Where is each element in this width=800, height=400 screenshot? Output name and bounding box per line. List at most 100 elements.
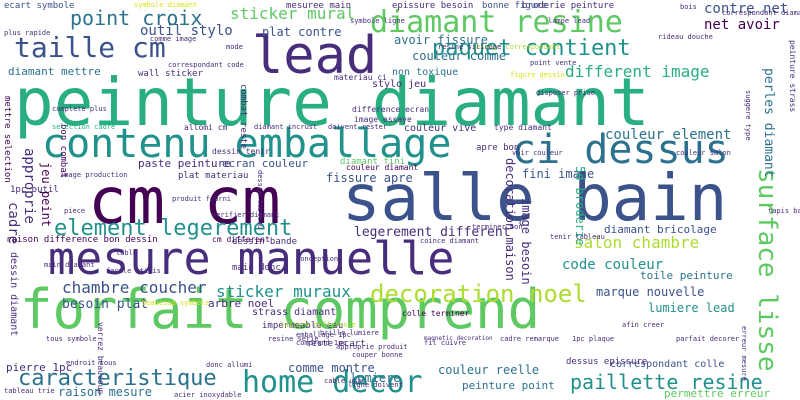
word-table: table bbox=[116, 249, 138, 257]
word-piece: piece bbox=[64, 207, 86, 215]
word-conception: conception bbox=[296, 255, 339, 263]
word-dessus-epissure: dessus epissure bbox=[566, 357, 648, 367]
word-terminer-bon: terminer bon bbox=[472, 223, 523, 231]
word-verifier-diamant: verifier diamant bbox=[212, 211, 280, 219]
word-image-production: image production bbox=[60, 171, 128, 179]
word-1pc-plaque: 1pc plaque bbox=[572, 335, 615, 343]
word-paquet-contient: paquet contient bbox=[432, 36, 631, 61]
word-couleur-vive: couleur vive bbox=[404, 123, 477, 134]
word-couleur-diamant: couleur diamant bbox=[346, 163, 419, 172]
word-beaucoup-symbole: beaucoup symbole bbox=[142, 299, 210, 307]
word-surface-lisse: surface lisse bbox=[752, 168, 782, 372]
word-peinture-point: peinture point bbox=[462, 379, 555, 392]
word-facile-utilis: facile utilis bbox=[106, 267, 161, 275]
word-reste-ecart: reste ecart bbox=[306, 339, 366, 349]
word-comme-image: comme image bbox=[150, 35, 197, 43]
word-diamant-mettre: diamant mettre bbox=[8, 65, 101, 78]
word-diamant-fini: diamant fini bbox=[340, 157, 406, 167]
word-suggere-type: suggere type bbox=[744, 90, 752, 141]
word-acier-inoxydable: acier inoxydable bbox=[174, 391, 242, 399]
word-5d-broderie: 5d broderie bbox=[573, 166, 587, 246]
word-diamant-resine: diamant resine bbox=[370, 5, 623, 40]
word-element-legerement: element legerement bbox=[54, 216, 293, 241]
word-allomi-cm: allomi cm bbox=[184, 123, 228, 132]
word-image-besoin: image besoin bbox=[519, 198, 533, 285]
word-fissure-apre: fissure apre bbox=[326, 171, 413, 185]
word-cadre-remarque: cadre remarque bbox=[500, 335, 560, 343]
word-essaye-correspondant: essaye correspondant bbox=[476, 43, 561, 51]
word-coince-diamant: coince diamant bbox=[420, 237, 480, 245]
word-bonne-figure: bonne figure bbox=[482, 1, 548, 11]
word-dessin-tenir: dessin tenir bbox=[212, 147, 270, 156]
word-type-diamant: type diamant bbox=[494, 123, 552, 132]
word-mettre-selection: mettre selection bbox=[2, 96, 12, 183]
word-complete-plus: complete plus bbox=[52, 105, 107, 113]
word-comprend-1pc: comprend 1pc bbox=[296, 339, 347, 347]
word-chambre-coucher: chambre coucher bbox=[62, 278, 207, 297]
word-apre-bon: apre bon bbox=[476, 143, 520, 153]
word-image-essaye: image essaye bbox=[354, 115, 412, 124]
word-strass-diamant: strass diamant bbox=[252, 307, 337, 318]
word-endroit-tous: endroit tous bbox=[66, 359, 117, 367]
word-peinture-diamant: peinture diamant bbox=[14, 64, 650, 141]
word-mode: mode bbox=[226, 43, 243, 51]
word-epissure-besoin: epissure besoin bbox=[392, 1, 474, 11]
word-arbre-noel: arbre noel bbox=[208, 297, 275, 310]
word-taille-cm: taille cm bbox=[14, 31, 166, 64]
word-doivent-rester: doivent rester bbox=[328, 123, 388, 131]
word-net-avoir: net avoir bbox=[704, 17, 780, 33]
word-ecran-couleur: ecran couleur bbox=[222, 157, 309, 170]
word-main-diamant: main diamant bbox=[44, 261, 95, 269]
word-different-image: different image bbox=[565, 62, 710, 81]
word-ligne-doivent: ligne doivent bbox=[348, 381, 403, 389]
word-paillette-resine: paillette resine bbox=[570, 370, 763, 394]
word-correspondant-code: correspondant code bbox=[168, 61, 244, 69]
word-decoration-maison: decoration maison bbox=[503, 158, 517, 281]
word-produit-fourni: produit fourni bbox=[172, 195, 232, 203]
word-forfait-comprend: forfait comprend bbox=[20, 278, 541, 341]
word-dessin-bande: dessin bande bbox=[232, 237, 298, 247]
word-emballage-1pc: emballage 1pc bbox=[296, 331, 351, 339]
word-tapis-bain: tapis bain bbox=[768, 207, 800, 215]
word-perles-diamant: perles diamant bbox=[761, 68, 776, 178]
word-approprie: approprie bbox=[21, 148, 37, 224]
word-point-vente: point vente bbox=[530, 59, 577, 67]
word-selection-cadre: selection cadre bbox=[52, 123, 116, 131]
word-paste-peinture: paste peinture bbox=[138, 157, 231, 170]
word-ci-dessus: ci dessus bbox=[512, 127, 729, 173]
word-lead: lead bbox=[252, 26, 378, 86]
word-verrez-beaucoup: verrez beaucoup bbox=[96, 322, 105, 395]
word-materiau-ci: materiau ci bbox=[334, 73, 387, 82]
word-voir-couleur: voir couleur bbox=[512, 149, 563, 157]
word-difference-ecran: difference ecran bbox=[352, 105, 430, 114]
word-code-couleur: code couleur bbox=[562, 257, 664, 273]
word-main-donc: main donc bbox=[232, 263, 281, 273]
word-colle-terminer: colle terminer bbox=[402, 309, 470, 318]
word-mesure-manuelle: mesure manuelle bbox=[48, 232, 455, 285]
word-dessin-tableau: dessin tableau bbox=[256, 170, 264, 230]
word-diamant-bricolage: diamant bricolage bbox=[604, 223, 717, 236]
word-lumiere-difference: lumiere difference bbox=[280, 321, 356, 329]
word-jeu-peint: jeu peint bbox=[39, 162, 53, 228]
word-home-decor: home decor bbox=[242, 365, 423, 400]
word-couleur-element: couleur element bbox=[605, 127, 732, 143]
word-tableau-trie: tableau trie bbox=[4, 387, 55, 395]
word-outil-stylo: outil stylo bbox=[140, 23, 233, 39]
word-lampe-lead: lampe lead bbox=[548, 17, 591, 25]
word-fil-cuivre: fil cuivre bbox=[424, 339, 467, 347]
word-non-toxique: non toxique bbox=[392, 67, 459, 78]
word-1pc-outil: 1pc outil bbox=[10, 185, 59, 195]
word-bois: bois bbox=[680, 3, 697, 11]
word-marque-nouvelle: marque nouvelle bbox=[596, 285, 705, 299]
word-decoration-noel: decoration noel bbox=[370, 280, 587, 308]
word-impermeable-eau: impermeable eau bbox=[262, 321, 344, 331]
word-comme-montre: comme montre bbox=[288, 361, 375, 375]
word-fini-image: fini image bbox=[522, 167, 595, 181]
word-cadre: cadre bbox=[5, 202, 21, 245]
word-ecart-symbole: ecart symbole bbox=[4, 1, 75, 11]
word-plat-materiau: plat materiau bbox=[178, 171, 249, 181]
word-peinture-strass: peinture strass bbox=[788, 40, 797, 113]
word-besoin-plat: besoin plat bbox=[62, 297, 149, 312]
word-contre-net: contre net bbox=[704, 1, 789, 17]
